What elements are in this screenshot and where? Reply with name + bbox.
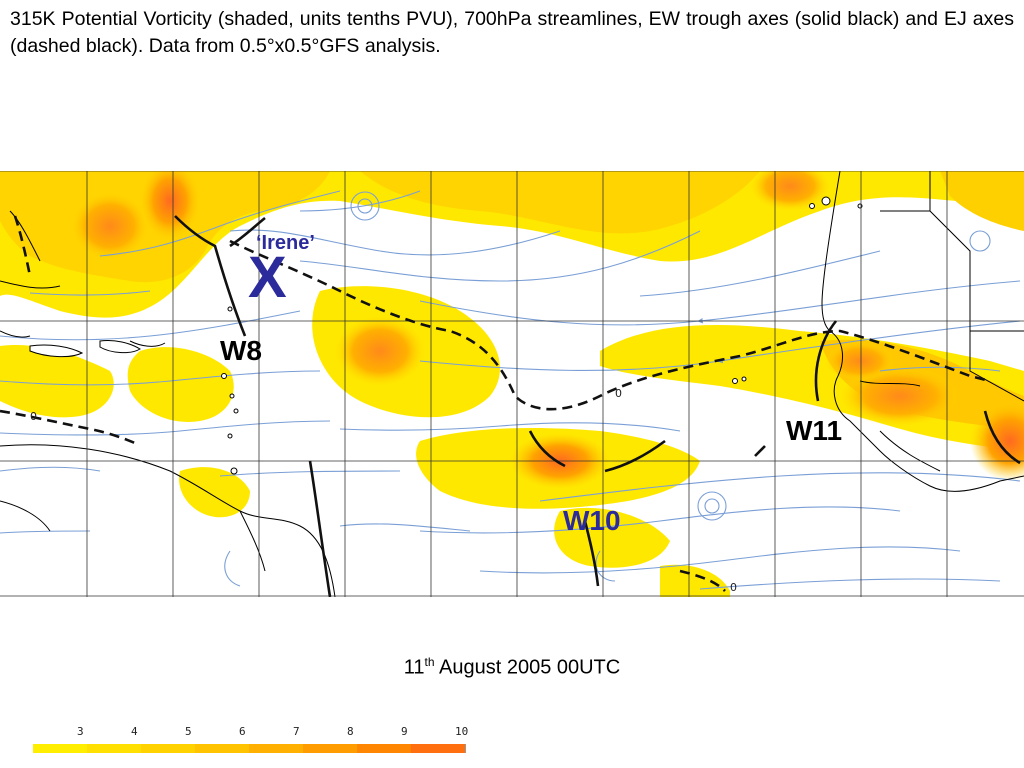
- colorbar-tick-label: 8: [347, 725, 354, 738]
- contour-label-zero: 0: [730, 581, 737, 594]
- colorbar-swatch: [87, 744, 142, 753]
- colorbar-swatch: [0, 744, 34, 753]
- colorbar-swatch: [33, 744, 88, 753]
- trough-axes: [174, 215, 1021, 597]
- wave-label-w11: W11: [786, 415, 843, 446]
- colorbar-swatch: [141, 744, 196, 753]
- date-day: 11: [403, 656, 425, 679]
- contour-label-zero: 0: [615, 387, 622, 400]
- storm-name-label: ‘Irene’: [256, 232, 315, 254]
- map-canvas: 0 0 0: [0, 171, 1024, 597]
- pv-streamline-map: 0 0 0 ‘Irene’ X W8 W11 W10: [0, 171, 1024, 597]
- colorbar-tick-label: 10: [455, 725, 469, 738]
- colorbar-swatch: [411, 744, 466, 753]
- colorbar-swatch: [303, 744, 358, 753]
- colorbar-swatch: [249, 744, 304, 753]
- coastlines: [0, 171, 1024, 597]
- pv-colorbar: 3 4 5 6 7 8 9 10: [0, 724, 520, 764]
- ej-axes: [0, 215, 991, 592]
- colorbar-tick-label: 4: [131, 725, 138, 738]
- contour-labels: 0 0 0: [30, 387, 737, 594]
- colorbar-tick-label: 9: [401, 725, 408, 738]
- colorbar-tick-label: 7: [293, 725, 300, 738]
- wave-label-w8: W8: [220, 335, 262, 366]
- colorbar-swatch: [195, 744, 250, 753]
- figure-caption: 315K Potential Vorticity (shaded, units …: [10, 8, 1014, 57]
- colorbar-tick-label: 3: [77, 725, 84, 738]
- latlon-grid: [0, 171, 1024, 597]
- colorbar-swatch: [357, 744, 412, 753]
- colorbar-tick-label: 6: [239, 725, 246, 738]
- pv-shading: [0, 171, 1024, 597]
- date-rest: August 2005 00UTC: [439, 656, 621, 679]
- streamlines: [0, 190, 1021, 590]
- date-suffix: th: [424, 655, 435, 669]
- contour-label-zero: 0: [30, 410, 37, 423]
- wave-label-w10: W10: [563, 505, 621, 536]
- analysis-date: 11th August 2005 00UTC: [0, 655, 1024, 680]
- islands: [29, 196, 863, 475]
- storm-center-marker: X: [248, 245, 287, 310]
- colorbar-tick-label: 5: [185, 725, 192, 738]
